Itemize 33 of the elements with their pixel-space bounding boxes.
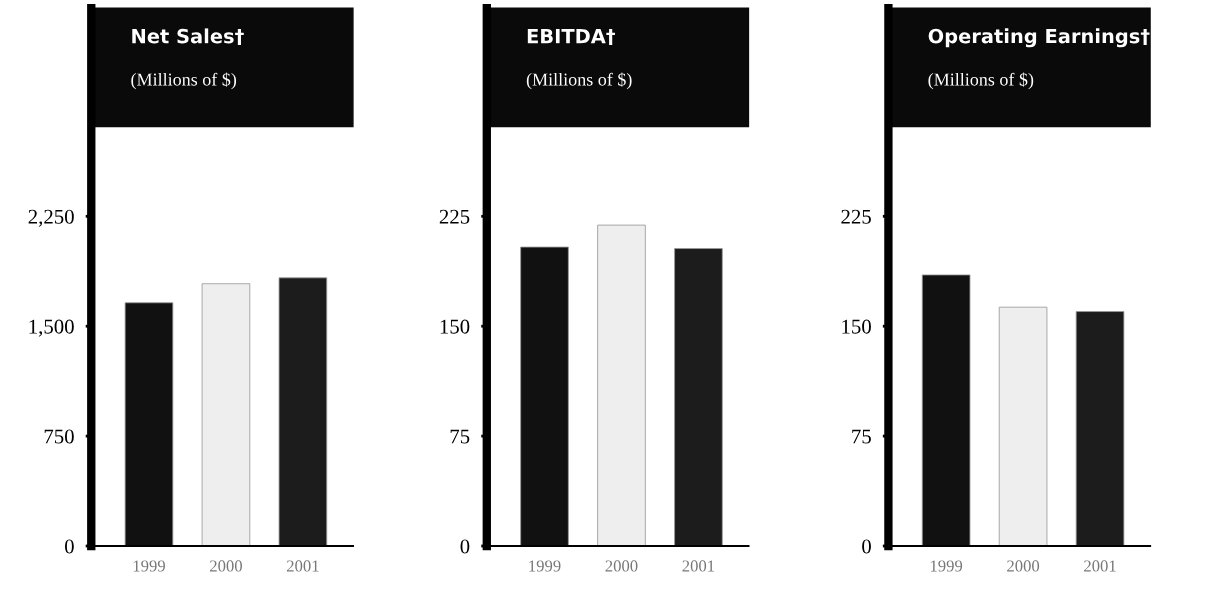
text: (Millions of $) xyxy=(131,72,237,90)
x-tick-label: 1999 xyxy=(133,560,165,572)
x-tick-label: 1999 xyxy=(930,560,963,572)
y-tick-label: 0 xyxy=(64,539,74,554)
x-tick-label: 2000 xyxy=(1007,560,1040,572)
y-tick-label: 750 xyxy=(44,429,74,444)
y-tick-label: 225 xyxy=(439,209,470,224)
bar xyxy=(278,277,328,546)
y-tick-label: 0 xyxy=(460,539,470,554)
y-tick-label: 1,500 xyxy=(29,319,74,337)
y-tick-label: 2,250 xyxy=(28,209,74,227)
x-tick-label: 2001 xyxy=(286,560,319,572)
text: (Millions of $) xyxy=(928,72,1034,90)
y-tick-label: 75 xyxy=(852,429,871,444)
bar xyxy=(1075,311,1125,546)
y-tick-label: 150 xyxy=(440,319,470,334)
x-tick-label: 2001 xyxy=(1084,560,1116,572)
bar xyxy=(921,274,971,546)
text: Net Sales† xyxy=(132,28,244,46)
text: Operating Earnings† xyxy=(928,28,1150,48)
y-tick-label: 150 xyxy=(842,319,871,334)
x-tick-label: 1999 xyxy=(529,560,561,572)
y-tick-label: 0 xyxy=(862,539,871,554)
bar xyxy=(201,283,251,546)
x-tick-label: 2000 xyxy=(210,560,242,572)
text: EBITDA† xyxy=(527,29,615,46)
text: (Millions of $) xyxy=(526,72,632,90)
y-tick-label: 75 xyxy=(450,429,470,444)
bar xyxy=(998,306,1048,546)
x-tick-label: 2000 xyxy=(605,560,638,572)
y-tick-label: 225 xyxy=(841,209,871,224)
bar xyxy=(124,302,174,546)
x-tick-label: 2001 xyxy=(682,560,715,572)
